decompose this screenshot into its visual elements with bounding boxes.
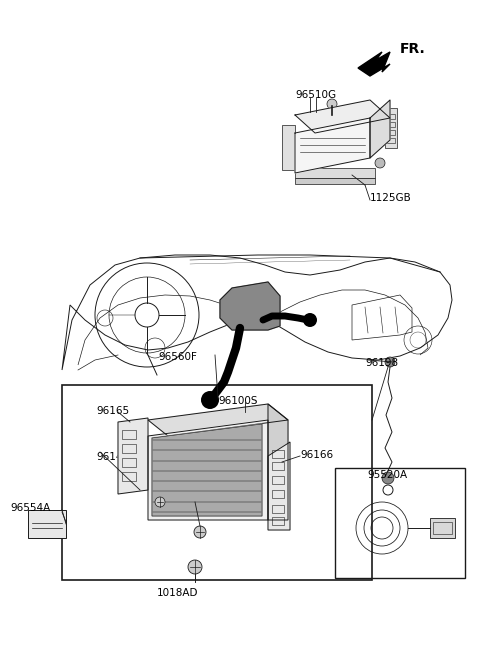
Bar xyxy=(430,518,455,538)
Bar xyxy=(387,114,395,119)
Bar xyxy=(335,468,465,578)
Polygon shape xyxy=(118,418,148,494)
Bar xyxy=(272,462,284,470)
Text: 96554A: 96554A xyxy=(10,503,50,513)
Polygon shape xyxy=(148,404,288,436)
Polygon shape xyxy=(295,118,370,173)
Polygon shape xyxy=(295,100,390,133)
Bar xyxy=(272,517,284,525)
Circle shape xyxy=(375,158,385,168)
Circle shape xyxy=(385,357,395,367)
Text: 96141: 96141 xyxy=(96,452,129,462)
Circle shape xyxy=(382,472,394,484)
Polygon shape xyxy=(268,404,288,520)
Circle shape xyxy=(201,391,219,409)
Bar xyxy=(385,108,397,148)
Bar xyxy=(295,178,375,184)
Text: 96198: 96198 xyxy=(365,358,398,368)
Circle shape xyxy=(327,99,337,109)
Bar xyxy=(28,510,66,538)
Polygon shape xyxy=(358,52,390,76)
Circle shape xyxy=(194,526,206,538)
Bar xyxy=(387,130,395,135)
Bar xyxy=(387,122,395,127)
Bar xyxy=(122,458,136,467)
Text: 96510G: 96510G xyxy=(295,90,336,100)
Bar xyxy=(282,125,295,170)
Text: 1125GB: 1125GB xyxy=(370,193,412,203)
Text: 95520A: 95520A xyxy=(367,470,407,480)
Circle shape xyxy=(303,313,317,327)
Bar xyxy=(272,476,284,484)
Bar xyxy=(122,430,136,439)
Bar xyxy=(433,522,452,534)
Bar xyxy=(272,450,284,458)
Polygon shape xyxy=(148,420,268,520)
Circle shape xyxy=(188,560,202,574)
Polygon shape xyxy=(370,100,390,158)
Bar xyxy=(387,138,395,143)
Text: 96560F: 96560F xyxy=(158,352,197,362)
Bar xyxy=(122,472,136,481)
Bar xyxy=(295,168,375,178)
Text: 96166: 96166 xyxy=(300,450,333,460)
Text: 96100S: 96100S xyxy=(218,396,257,406)
Polygon shape xyxy=(152,424,262,516)
Bar xyxy=(62,385,372,580)
Bar xyxy=(272,505,284,513)
Polygon shape xyxy=(268,442,290,530)
Text: 1018AD: 1018AD xyxy=(157,588,199,598)
Text: 96165: 96165 xyxy=(96,406,129,416)
Text: FR.: FR. xyxy=(400,42,426,56)
Bar xyxy=(272,490,284,498)
Polygon shape xyxy=(220,282,280,330)
Circle shape xyxy=(155,497,165,507)
Bar xyxy=(122,444,136,453)
Text: 96141: 96141 xyxy=(161,498,194,508)
